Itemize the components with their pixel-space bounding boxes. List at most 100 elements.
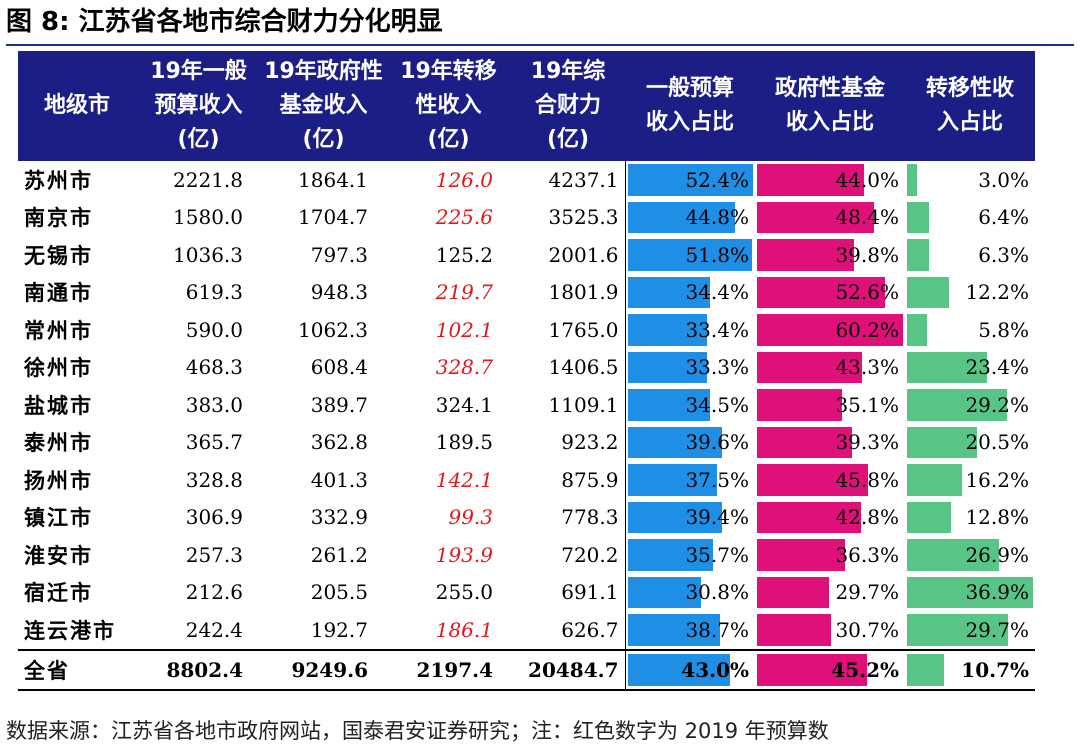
fund-income-value: 9249.6 <box>261 648 386 691</box>
table-row: 宿迁市 212.6 205.5 255.0 691.1 30.8% 29.7% 36.9% <box>18 573 1035 612</box>
header-cell: 转移性收 入占比 <box>905 51 1035 161</box>
general-budget-value: 212.6 <box>185 580 243 605</box>
general-budget-value: 2221.8 <box>173 167 243 192</box>
bar-fill-general <box>627 614 721 646</box>
bar-fill-fund <box>757 389 843 421</box>
bar-fill-fund <box>757 653 867 686</box>
bar-cell-fund: 29.7% <box>755 574 905 612</box>
city-name: 南京市 <box>24 206 93 231</box>
bar-fill-transfer <box>907 351 987 383</box>
total-finance-value: 1801.9 <box>511 273 626 311</box>
bar-cell-transfer: 29.2% <box>905 386 1035 424</box>
bar-value-general: 30.8% <box>685 580 749 605</box>
fund-income-value: 362.8 <box>310 430 368 455</box>
source-note: 数据来源：江苏省各地市政府网站，国泰君安证券研究；注：红色数字为 2019 年预… <box>6 719 829 743</box>
total-row: 全省 8802.4 9249.6 2197.4 20484.7 43.0% 45.2% 10.… <box>18 648 1035 691</box>
fund-income-value: 332.9 <box>310 505 368 530</box>
bar-value-fund: 43.3% <box>835 355 899 380</box>
bar-cell-general: 39.4% <box>625 499 755 537</box>
transfer-income-value: 99.3 <box>448 505 493 530</box>
fund-income-value: 1864.1 <box>298 167 368 192</box>
fund-income-value: 261.2 <box>310 542 368 567</box>
bar-value-transfer: 3.0% <box>978 167 1029 192</box>
bar-cell-general: 39.6% <box>625 424 755 462</box>
header-cell: 地级市 <box>18 51 136 161</box>
bar-fill-fund <box>757 351 863 383</box>
bar-cell-fund: 42.8% <box>755 499 905 537</box>
table-row: 常州市 590.0 1062.3 102.1 1765.0 33.4% 60.2% 5.8% <box>18 311 1035 349</box>
bar-value-general: 37.5% <box>685 467 749 492</box>
transfer-income-value: 219.7 <box>435 280 493 305</box>
bar-fill-general <box>627 389 711 421</box>
bar-value-transfer: 23.4% <box>965 355 1029 380</box>
table-row: 连云港市 242.4 192.7 186.1 626.7 38.7% 30.7% 29.7% <box>18 611 1035 650</box>
table-row: 镇江市 306.9 332.9 99.3 778.3 39.4% 42.8% 12.8% <box>18 498 1035 537</box>
bar-value-general: 34.4% <box>685 280 749 305</box>
transfer-income-value: 255.0 <box>435 580 493 605</box>
bar-fill-transfer <box>907 276 949 308</box>
bar-cell-transfer: 6.4% <box>905 199 1035 237</box>
transfer-income-value: 225.6 <box>435 205 493 230</box>
bar-cell-general: 52.4% <box>625 161 755 199</box>
bar-value-transfer: 26.9% <box>965 542 1029 567</box>
city-name: 徐州市 <box>24 356 93 381</box>
table-header-row: 地级市 19年一般 预算收入 (亿) 19年政府性 基金收入 (亿) 19年转移 性收入(… <box>18 51 1035 161</box>
bar-value-transfer: 10.7% <box>961 657 1029 682</box>
bar-cell-fund: 60.2% <box>755 311 905 349</box>
city-name: 无锡市 <box>24 243 93 268</box>
general-budget-value: 1036.3 <box>173 242 243 267</box>
bar-fill-transfer <box>907 653 944 686</box>
transfer-income-value: 142.1 <box>435 467 493 492</box>
bar-fill-transfer <box>907 389 1007 421</box>
bar-fill-transfer <box>907 464 963 496</box>
bar-fill-transfer <box>907 539 999 571</box>
fund-income-value: 401.3 <box>310 467 368 492</box>
bar-fill-general <box>627 276 710 308</box>
bar-cell-transfer: 23.4% <box>905 349 1035 387</box>
total-finance-value: 3525.3 <box>511 198 626 236</box>
bar-cell-transfer: 36.9% <box>905 574 1035 612</box>
bar-fill-transfer <box>907 426 977 458</box>
total-finance-value: 626.7 <box>511 611 626 650</box>
bar-value-general: 44.8% <box>685 205 749 230</box>
city-name: 苏州市 <box>24 168 93 193</box>
fund-income-value: 205.5 <box>310 580 368 605</box>
bar-fill-fund <box>757 314 903 346</box>
header-cell: 一般预算 收入占比 <box>625 51 755 161</box>
bar-cell-fund: 30.7% <box>755 611 905 650</box>
bar-cell-transfer: 16.2% <box>905 461 1035 499</box>
fund-income-value: 389.7 <box>310 392 368 417</box>
general-budget-value: 306.9 <box>185 505 243 530</box>
general-budget-value: 328.8 <box>185 467 243 492</box>
bar-fill-general <box>627 653 731 686</box>
bar-value-fund: 29.7% <box>835 580 899 605</box>
transfer-income-value: 125.2 <box>435 242 493 267</box>
bar-fill-fund <box>757 614 832 646</box>
bar-value-fund: 39.8% <box>835 242 899 267</box>
general-budget-value: 8802.4 <box>136 648 261 691</box>
header-cell: 19年政府性 基金收入 (亿) <box>261 51 386 161</box>
bar-fill-transfer <box>907 164 918 196</box>
bar-cell-fund: 45.8% <box>755 461 905 499</box>
bar-cell-fund: 45.2% <box>755 648 905 691</box>
bar-fill-general <box>627 464 718 496</box>
table-row: 淮安市 257.3 261.2 193.9 720.2 35.7% 36.3% 26.9% <box>18 536 1035 574</box>
total-finance-value: 720.2 <box>511 536 626 574</box>
city-name: 盐城市 <box>24 393 93 418</box>
bar-value-general: 34.5% <box>685 392 749 417</box>
bar-cell-fund: 36.3% <box>755 536 905 574</box>
fund-income-value: 608.4 <box>310 355 368 380</box>
table-row: 扬州市 328.8 401.3 142.1 875.9 37.5% 45.8% 16.2% <box>18 461 1035 499</box>
bar-value-general: 39.4% <box>685 505 749 530</box>
fund-income-value: 797.3 <box>310 242 368 267</box>
bar-fill-general <box>627 501 722 533</box>
transfer-income-value: 193.9 <box>435 542 493 567</box>
bar-value-general: 51.8% <box>685 242 749 267</box>
finance-table: 地级市 19年一般 预算收入 (亿) 19年政府性 基金收入 (亿) 19年转移 性收入(… <box>18 51 1035 691</box>
bar-cell-general: 44.8% <box>625 199 755 237</box>
bar-cell-general: 43.0% <box>625 648 755 691</box>
fund-income-value: 1062.3 <box>298 317 368 342</box>
total-finance-value: 20484.7 <box>511 648 626 691</box>
title-rule <box>6 44 1074 46</box>
header-cell: 19年转移 性收入 (亿) <box>386 51 511 161</box>
